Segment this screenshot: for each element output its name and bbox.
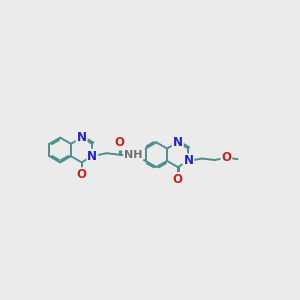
Text: N: N <box>76 131 87 144</box>
Text: N: N <box>173 136 183 149</box>
Text: O: O <box>76 168 87 181</box>
Text: O: O <box>173 173 183 186</box>
Text: NH: NH <box>124 150 142 160</box>
Text: O: O <box>221 151 231 164</box>
Text: N: N <box>184 154 194 167</box>
Text: N: N <box>87 150 97 163</box>
Text: O: O <box>115 136 125 149</box>
